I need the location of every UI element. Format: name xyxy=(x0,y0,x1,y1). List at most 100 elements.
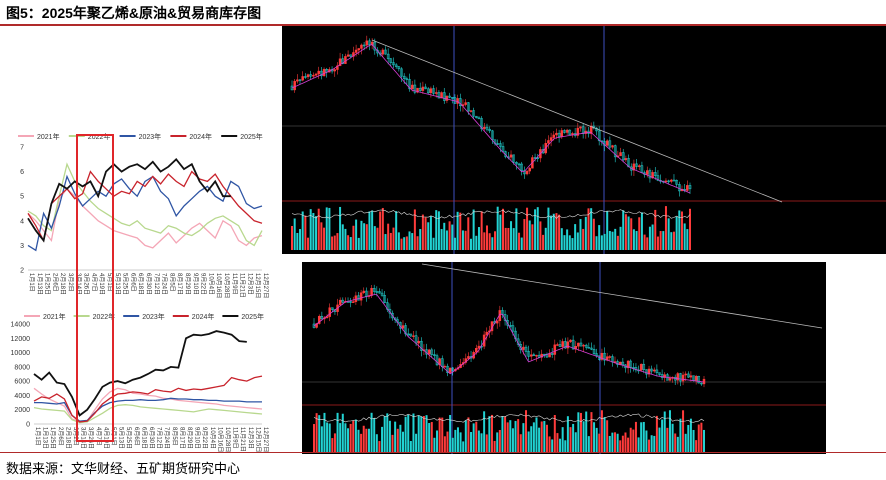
volume-bar xyxy=(309,209,312,250)
volume-bar xyxy=(400,238,403,250)
candle-body xyxy=(557,132,561,137)
volume-bar xyxy=(697,424,700,452)
volume-bar xyxy=(435,210,438,250)
volume-bar xyxy=(490,414,493,452)
candle-body xyxy=(637,165,641,167)
x-tick-label: 3月2日 xyxy=(72,427,79,446)
volume-bar xyxy=(383,416,386,452)
volume-bar xyxy=(624,214,627,250)
x-tick-label: 4月19日 xyxy=(98,273,105,295)
x-tick-label: 12月15日 xyxy=(254,273,261,298)
y-tick-label: 6000 xyxy=(14,379,30,386)
volume-bar xyxy=(582,421,585,452)
candle-body xyxy=(372,287,376,292)
volume-bar xyxy=(561,427,564,452)
volume-bar xyxy=(387,223,390,250)
volume-bar xyxy=(462,441,465,452)
volume-bar xyxy=(371,210,374,250)
legend-label: 2025年 xyxy=(240,132,263,141)
volume-bar xyxy=(634,421,637,452)
volume-bar xyxy=(523,219,526,250)
candle-body xyxy=(576,127,580,136)
candle-body xyxy=(642,363,646,370)
candle-body xyxy=(597,130,601,142)
volume-bar xyxy=(619,440,622,452)
x-tick-label: 8月17日 xyxy=(178,427,185,449)
x-tick-label: 12月27日 xyxy=(262,273,269,298)
x-tick-label: 5月13日 xyxy=(118,427,125,449)
volume-bar xyxy=(568,235,571,250)
candle-body xyxy=(568,129,572,136)
volume-bar xyxy=(389,232,392,250)
x-tick-label: 4月7日 xyxy=(90,273,97,292)
candle-body xyxy=(619,152,622,157)
candle-body xyxy=(560,130,564,137)
candle-body xyxy=(540,353,543,358)
volume-bar xyxy=(453,237,456,250)
volume-bar xyxy=(622,210,625,250)
candle-body xyxy=(298,79,302,82)
volume-bar xyxy=(569,427,572,452)
x-tick-label: 6月30日 xyxy=(148,427,155,449)
volume-bar xyxy=(543,420,546,452)
volume-bar xyxy=(514,420,517,452)
y-tick-label: 4 xyxy=(20,218,24,225)
candle-body xyxy=(668,378,672,381)
candle-body xyxy=(306,74,310,78)
x-tick-label: 11月9日 xyxy=(231,273,238,295)
x-tick-label: 10月28日 xyxy=(224,427,231,452)
candle-body xyxy=(700,382,703,385)
volume-bar xyxy=(518,232,521,250)
series-line xyxy=(27,157,231,243)
candle-body xyxy=(378,291,381,294)
candle-body xyxy=(451,97,454,99)
volume-bar xyxy=(530,426,533,452)
volume-bar xyxy=(542,234,545,250)
candle-body xyxy=(464,102,467,105)
volume-bar xyxy=(509,420,512,452)
volume-bar xyxy=(506,422,509,452)
volume-bar xyxy=(619,226,622,250)
volume-bar xyxy=(574,432,577,452)
candle-body xyxy=(406,333,410,336)
candle-body xyxy=(317,70,320,75)
candle-body xyxy=(624,158,628,161)
volume-bar xyxy=(464,420,467,452)
volume-bar xyxy=(661,419,664,452)
candle-body xyxy=(527,351,530,357)
candle-body xyxy=(632,163,636,171)
x-tick-label: 2月6日 xyxy=(51,273,58,292)
legend-label: 2022年 xyxy=(93,312,116,321)
volume-bar xyxy=(552,213,555,250)
volume-bar xyxy=(344,423,347,452)
volume-bar xyxy=(470,432,473,452)
volume-bar xyxy=(545,424,548,452)
x-tick-label: 1月25日 xyxy=(44,273,51,295)
volume-bar xyxy=(526,207,529,250)
polyethylene-candlestick-chart xyxy=(302,262,826,454)
volume-bar xyxy=(527,431,530,452)
candle-body xyxy=(688,185,692,190)
volume-bar xyxy=(574,224,577,250)
volume-bar xyxy=(695,440,698,452)
candle-body xyxy=(676,373,680,381)
candle-body xyxy=(437,92,441,99)
x-tick-label: 10月16日 xyxy=(215,273,222,298)
volume-bar xyxy=(520,237,523,250)
candle-body xyxy=(553,344,557,355)
volume-bar xyxy=(445,230,448,250)
y-tick-label: 5 xyxy=(20,194,24,201)
candle-body xyxy=(467,356,470,359)
volume-bar xyxy=(627,216,630,250)
volume-bar xyxy=(485,434,488,452)
x-tick-label: 10月4日 xyxy=(209,427,216,449)
volume-bar xyxy=(376,227,379,250)
candle-body xyxy=(564,341,567,349)
volume-bar xyxy=(291,225,293,250)
x-tick-label: 4月19日 xyxy=(102,427,109,449)
volume-bar xyxy=(548,436,551,452)
trader-inventory-chart: 2021年 2022年 2023年 2024年 2025年 0 2000 4000 6000 80… xyxy=(11,312,269,452)
candle-body xyxy=(515,161,518,165)
volume-bar xyxy=(472,209,475,250)
candle-body xyxy=(480,118,483,129)
